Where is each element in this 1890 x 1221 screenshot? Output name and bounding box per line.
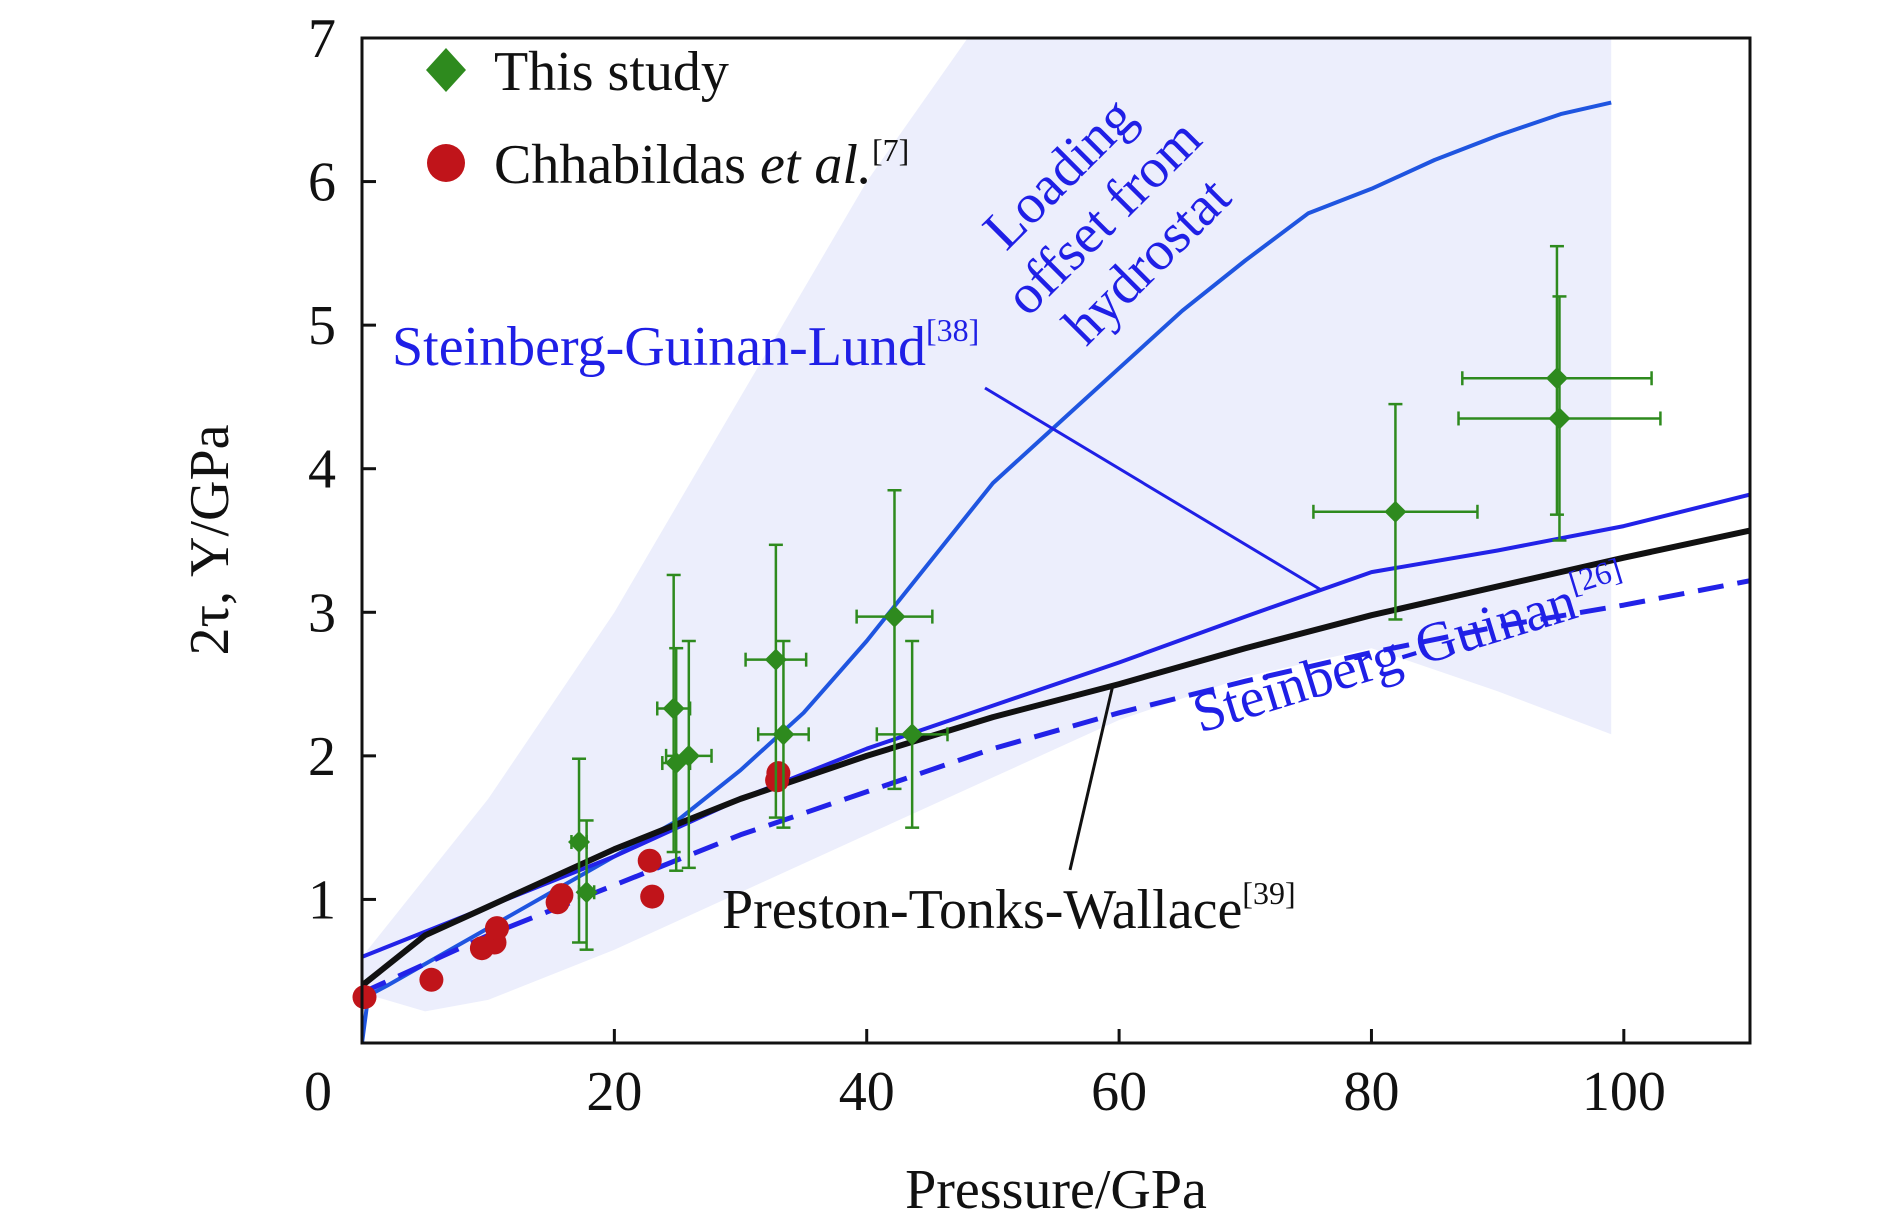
annotation-sgl-text: Steinberg-Guinan-Lund bbox=[392, 316, 926, 378]
chhabildas-point-0 bbox=[352, 985, 377, 1010]
x-tick-label-40: 40 bbox=[839, 1061, 895, 1123]
y-tick-label-2: 2 bbox=[308, 726, 336, 788]
x-axis-title: Pressure/GPa bbox=[905, 1159, 1207, 1216]
legend-marker-this-study bbox=[426, 48, 466, 92]
this-study-marker bbox=[575, 881, 598, 904]
series-line-preston-tonks-wallace bbox=[362, 527, 1750, 988]
this-study-point-4 bbox=[664, 639, 713, 870]
chhabildas-point-7 bbox=[640, 884, 665, 909]
chhabildas-point-8 bbox=[637, 848, 662, 873]
this-study-point-9 bbox=[1312, 402, 1479, 621]
this-study-point-1 bbox=[575, 819, 598, 951]
y-tick-label-4: 4 bbox=[308, 439, 336, 501]
chhabildas-point-4 bbox=[485, 916, 509, 941]
this-study-marker bbox=[568, 831, 591, 853]
this-study-marker bbox=[764, 648, 787, 671]
this-study-point-6 bbox=[756, 639, 810, 829]
leader-steinberg-guinan-lund bbox=[984, 386, 1322, 592]
legend-label-chhabildas-italic: et al. bbox=[760, 134, 872, 196]
y-tick-label-5: 5 bbox=[308, 295, 336, 357]
this-study-point-7 bbox=[855, 489, 934, 791]
this-study-marker bbox=[901, 723, 924, 746]
x-tick-label-20: 20 bbox=[586, 1061, 642, 1123]
this-study-point-5 bbox=[744, 543, 808, 819]
legend-ref-chhabildas: [7] bbox=[872, 132, 909, 168]
this-study-marker bbox=[677, 744, 700, 767]
this-study-point-10 bbox=[1461, 244, 1653, 516]
this-study-marker bbox=[1384, 500, 1407, 523]
this-study-marker bbox=[662, 697, 685, 720]
annotation-ptw-text: Preston-Tonks-Wallace bbox=[722, 879, 1242, 941]
this-study-marker bbox=[772, 723, 795, 746]
y-tick-label-7: 7 bbox=[308, 8, 336, 70]
annotation-sgl-ref: [38] bbox=[926, 312, 979, 348]
x-tick-label-60: 60 bbox=[1091, 1061, 1147, 1123]
series-line-loading-offset-from-hydrostat bbox=[362, 100, 1612, 1043]
legend: This study Chhabildas et al.[7] bbox=[426, 41, 909, 196]
annotation-preston-tonks-wallace: Preston-Tonks-Wallace[39] bbox=[722, 875, 1296, 941]
chhabildas-point-1 bbox=[419, 967, 444, 992]
chhabildas-point-10 bbox=[766, 761, 791, 786]
y-tick-label-6: 6 bbox=[308, 152, 336, 214]
plot-frame bbox=[360, 36, 1752, 1045]
this-study-marker bbox=[1545, 367, 1568, 390]
legend-marker-chhabildas bbox=[427, 144, 465, 182]
this-study-point-8 bbox=[875, 639, 949, 829]
annotation-steinberg-guinan-lund: Steinberg-Guinan-Lund[38] bbox=[392, 312, 979, 378]
x-tick-label-80: 80 bbox=[1343, 1061, 1399, 1123]
this-study-point-11 bbox=[1457, 295, 1662, 542]
x-tick-label-0: 0 bbox=[304, 1061, 332, 1123]
x-tick-label-100: 100 bbox=[1582, 1061, 1666, 1123]
leader-preston-tonks-wallace bbox=[1068, 685, 1115, 871]
this-study-marker bbox=[1548, 407, 1571, 430]
this-study-point-2 bbox=[656, 573, 692, 854]
y-axis-title: 2τ, Y/GPa bbox=[179, 424, 241, 655]
y-tick-label-3: 3 bbox=[308, 582, 336, 644]
legend-label-chhabildas-main: Chhabildas bbox=[494, 134, 760, 196]
series-line-steinberg-guinan-lund bbox=[362, 492, 1750, 959]
legend-label-chhabildas: Chhabildas et al.[7] bbox=[494, 132, 909, 196]
y-tick-label-1: 1 bbox=[308, 869, 336, 931]
chhabildas-point-6 bbox=[549, 883, 574, 908]
annotation-ptw-ref: [39] bbox=[1242, 875, 1295, 911]
this-study-marker bbox=[883, 605, 906, 628]
legend-label-this-study: This study bbox=[494, 41, 729, 103]
